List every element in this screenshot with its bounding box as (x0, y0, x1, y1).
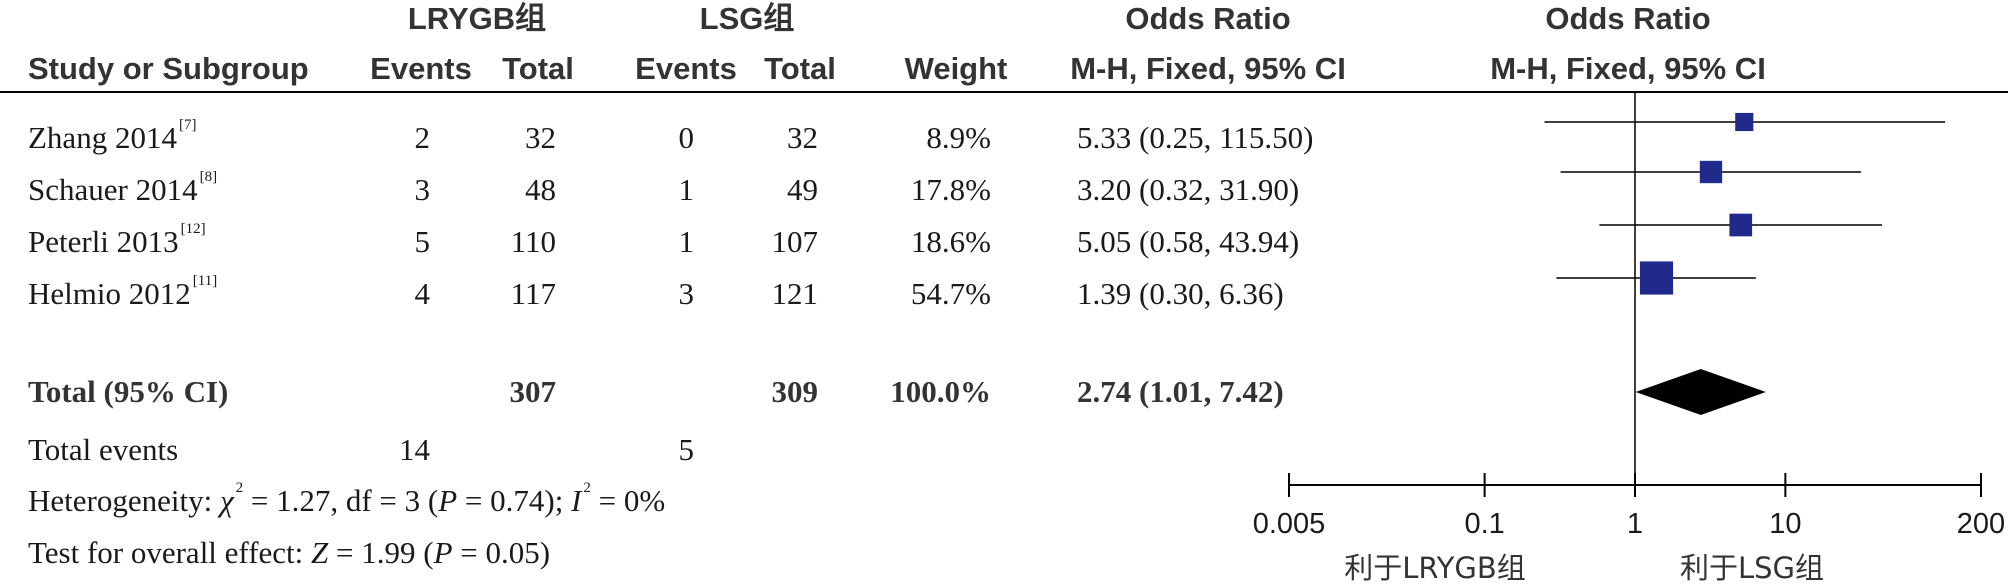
pooled-effect-diamond (1635, 369, 1766, 415)
events2-value: 3 (678, 276, 695, 311)
total1-sum: 307 (509, 374, 557, 409)
total-events-label: Total events (28, 432, 179, 467)
total2-value: 121 (771, 276, 819, 311)
total2-header: Total (764, 51, 836, 86)
odds-ratio-ci: 3.20 (0.32, 31.90) (1077, 172, 1300, 207)
total1-value: 117 (510, 276, 556, 311)
x-tick-label: 200 (1956, 508, 2006, 540)
total-weight: 100.0% (890, 374, 991, 409)
study-header: Study or Subgroup (28, 51, 309, 86)
events2-header: Events (635, 51, 737, 86)
group2-header: LSG组 (699, 1, 795, 36)
pooled-odds-ratio-ci: 2.74 (1.01, 7.42) (1077, 374, 1284, 409)
favours-left-label: 利于LRYGB组 (1344, 551, 1526, 585)
events1-value: 4 (414, 276, 431, 311)
total-events2: 5 (678, 432, 695, 467)
total2-value: 32 (787, 120, 818, 155)
total2-value: 49 (787, 172, 818, 207)
events2-value: 1 (678, 172, 695, 207)
header-rule (0, 91, 2008, 93)
total-label: Total (95% CI) (28, 374, 229, 409)
total-events1: 14 (399, 432, 430, 467)
events1-value: 5 (414, 224, 431, 259)
events1-value: 3 (414, 172, 431, 207)
events2-value: 1 (678, 224, 695, 259)
study-reference: [11] (192, 273, 218, 289)
total2-sum: 309 (771, 374, 819, 409)
odds-ratio-header-left: Odds Ratio (1125, 1, 1291, 36)
study-effect-marker (1729, 213, 1753, 237)
events1-value: 2 (414, 120, 431, 155)
study-name: Peterli 2013 [12] (28, 221, 206, 259)
x-tick-label: 0.005 (1252, 508, 1326, 540)
group1-header: LRYGB组 (407, 1, 547, 36)
study-reference: [7] (178, 117, 197, 133)
study-effect-marker (1735, 112, 1754, 132)
odds-ratio-ci: 5.05 (0.58, 43.94) (1077, 224, 1300, 259)
weight-value: 8.9% (926, 120, 991, 155)
total2-value: 107 (771, 224, 819, 259)
events1-header: Events (370, 51, 472, 86)
odds-ratio-ci: 1.39 (0.30, 6.36) (1077, 276, 1284, 311)
total1-value: 48 (525, 172, 556, 207)
study-reference: [8] (199, 169, 218, 185)
total1-header: Total (502, 51, 574, 86)
favours-right-label: 利于LSG组 (1679, 551, 1825, 585)
weight-value: 17.8% (910, 172, 991, 207)
total1-value: 110 (510, 224, 556, 259)
x-tick-label: 10 (1769, 508, 1802, 540)
study-name: Helmio 2012 [11] (28, 273, 218, 311)
events2-value: 0 (678, 120, 695, 155)
weight-header: Weight (904, 51, 1008, 86)
study-name: Zhang 2014 [7] (28, 117, 197, 155)
odds-ratio-header-right: Odds Ratio (1545, 1, 1711, 36)
method-header-right: M-H, Fixed, 95% CI (1490, 51, 1766, 86)
x-tick-label: 0.1 (1464, 508, 1505, 540)
study-effect-marker (1699, 160, 1723, 184)
x-tick-label: 1 (1626, 508, 1644, 540)
total1-value: 32 (525, 120, 556, 155)
study-effect-marker (1639, 261, 1674, 295)
weight-value: 54.7% (910, 276, 991, 311)
study-reference: [12] (180, 221, 206, 237)
odds-ratio-ci: 5.33 (0.25, 115.50) (1077, 120, 1314, 155)
method-header-left: M-H, Fixed, 95% CI (1070, 51, 1346, 86)
overall-effect-test: Test for overall effect: Z = 1.99 (P = 0… (28, 535, 551, 570)
weight-value: 18.6% (910, 224, 991, 259)
study-name: Schauer 2014 [8] (28, 169, 218, 207)
